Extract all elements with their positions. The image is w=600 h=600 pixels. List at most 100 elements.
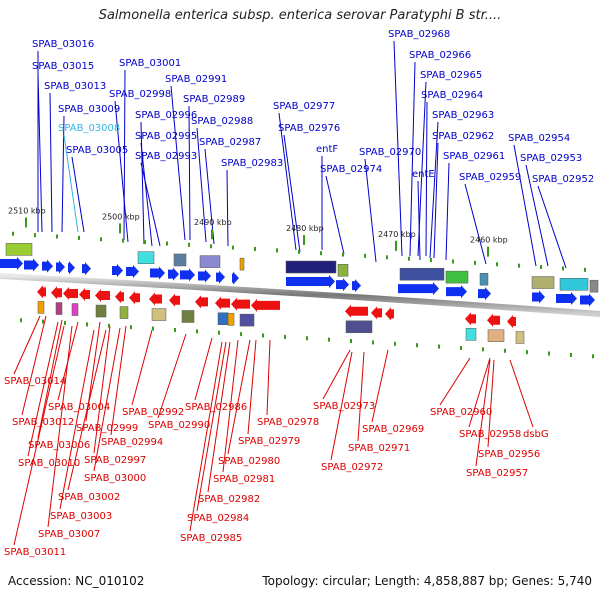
gene-label: SPAB_03014 [4, 376, 66, 387]
track-tick [240, 332, 242, 337]
leader-line [207, 341, 231, 493]
gene-arrow-forward [24, 258, 39, 272]
track-tick [460, 345, 462, 350]
leader-line [13, 315, 41, 375]
leader-line [278, 112, 297, 251]
gene-arrow-forward [180, 268, 195, 282]
leader-line [283, 134, 301, 253]
gene-label: SPAB_02991 [165, 74, 227, 85]
leader-line [525, 164, 549, 267]
track-tick [130, 325, 132, 330]
leader-line [140, 121, 145, 245]
gene-arrow-forward [126, 264, 139, 278]
gene-label: SPAB_03000 [84, 473, 146, 484]
leader-line [266, 339, 271, 416]
track-tick [56, 234, 58, 239]
feature-block [95, 304, 107, 318]
gene-arrow-forward [532, 290, 545, 304]
leader-line [445, 162, 450, 261]
leader-line [157, 333, 187, 419]
gene-arrow-forward [580, 293, 595, 307]
feature-block [479, 272, 489, 286]
gene-label: SPAB_02973 [313, 401, 375, 412]
gene-arrow-forward [336, 278, 349, 292]
gene-arrow-forward [42, 259, 53, 273]
track-tick [526, 350, 528, 355]
gene-label: entF [316, 144, 338, 155]
gene-arrow-forward [112, 264, 123, 278]
gene-label: SPAB_02996 [135, 110, 197, 121]
track-tick [42, 319, 44, 324]
leader-line [170, 85, 186, 241]
accession-label: Accession: NC_010102 [8, 574, 145, 588]
gene-label: dsbG [523, 429, 549, 440]
leader-line [429, 121, 439, 259]
gene-label: SPAB_02964 [421, 90, 483, 101]
gene-label: SPAB_02989 [183, 94, 245, 105]
scale-label: 2460 kbp [470, 236, 508, 245]
track-tick [144, 240, 146, 245]
gene-arrow-reverse [79, 288, 90, 302]
gene-arrow-reverse [231, 297, 250, 311]
leader-line [417, 180, 421, 261]
feature-block [119, 306, 129, 319]
gene-label: SPAB_03008 [58, 123, 120, 134]
track-tick [284, 334, 286, 339]
track-tick [430, 258, 432, 263]
leader-line [27, 321, 59, 457]
gene-label: SPAB_03003 [50, 511, 112, 522]
gene-arrow-reverse [507, 315, 516, 329]
leader-line [439, 357, 471, 406]
track-tick [188, 242, 190, 247]
gene-label: SPAB_03004 [48, 402, 110, 413]
track-tick [328, 337, 330, 342]
track-tick [408, 256, 410, 261]
track-tick [386, 255, 388, 260]
gene-label: SPAB_02953 [520, 153, 582, 164]
feature-block [487, 329, 505, 342]
gene-label: SPAB_03001 [119, 58, 181, 69]
gene-arrow-reverse [371, 306, 382, 320]
leader-line [226, 169, 229, 247]
track-tick [482, 347, 484, 352]
gene-label: SPAB_02986 [185, 402, 247, 413]
track-tick [496, 262, 498, 267]
gene-label: SPAB_02966 [409, 50, 471, 61]
genome-title: Salmonella enterica subsp. enterica sero… [98, 8, 502, 23]
leader-line [468, 357, 491, 428]
track-tick [254, 247, 256, 252]
track-tick [474, 260, 476, 265]
leader-line [425, 101, 428, 257]
leader-line [247, 339, 257, 435]
gene-arrow-forward [198, 269, 211, 283]
leader-line [110, 325, 127, 436]
track-tick [196, 329, 198, 334]
feature-block [589, 279, 599, 293]
leader-line [194, 337, 213, 401]
track-tick [34, 233, 36, 238]
gene-label: SPAB_02963 [432, 110, 494, 121]
gene-arrow-forward [446, 285, 467, 299]
gene-label: SPAB_02974 [320, 164, 382, 175]
leader-line [227, 339, 251, 455]
feature-block [239, 257, 245, 271]
gene-arrow-reverse [465, 312, 476, 326]
gene-arrow-forward [286, 275, 335, 289]
feature-block [465, 328, 477, 341]
gene-label: SPAB_02994 [101, 437, 163, 448]
leader-line [409, 61, 416, 257]
track-tick [584, 267, 586, 272]
track-tick [298, 249, 300, 254]
track-tick [438, 344, 440, 349]
track-tick [12, 231, 14, 236]
gene-label: SPAB_02998 [109, 89, 171, 100]
feature-block [71, 303, 79, 316]
leader-line [487, 359, 495, 448]
track-tick [592, 354, 594, 359]
gene-arrow-reverse [487, 313, 500, 327]
leader-line [188, 105, 191, 241]
feature-block [151, 308, 167, 321]
gene-arrow-reverse [95, 289, 110, 303]
track-tick [364, 253, 366, 258]
